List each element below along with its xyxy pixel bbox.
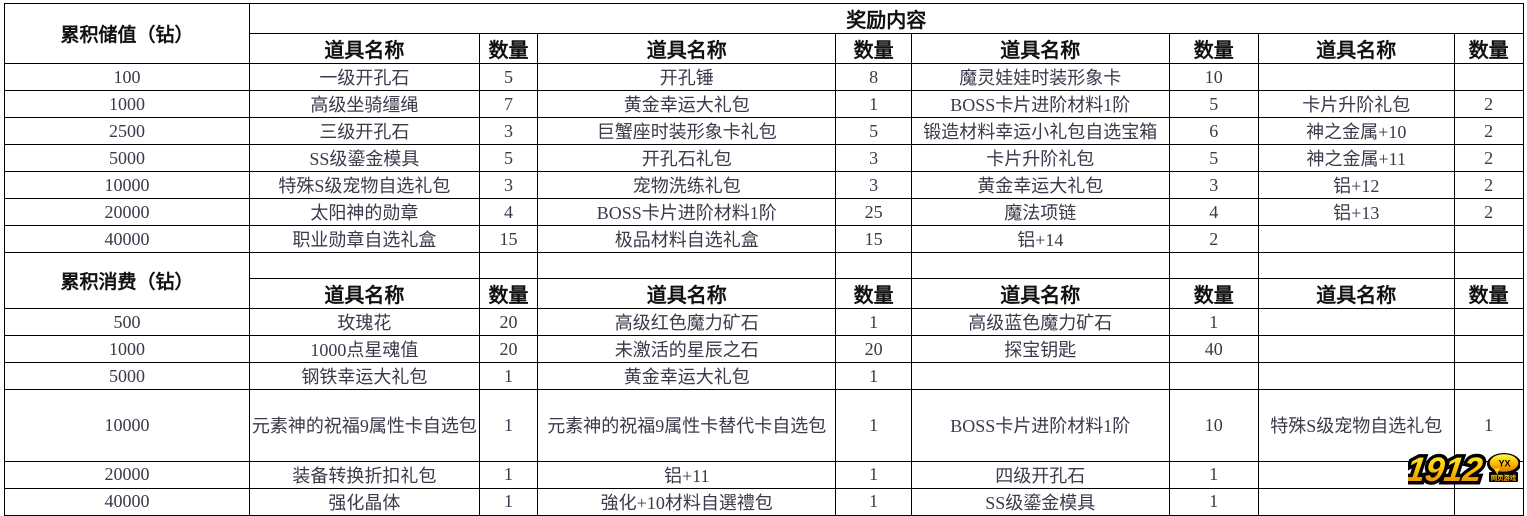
svg-text:YX: YX <box>1498 459 1510 469</box>
svg-text:网页游戏: 网页游戏 <box>1491 473 1517 482</box>
svg-text:1912: 1912 <box>1408 452 1485 489</box>
